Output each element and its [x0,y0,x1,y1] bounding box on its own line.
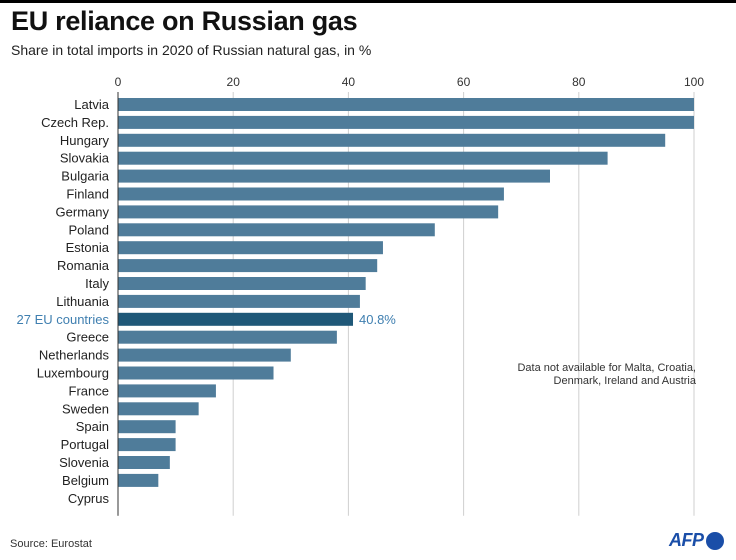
category-label: Netherlands [39,348,110,363]
x-tick-label: 0 [115,75,122,89]
category-label: Luxembourg [37,366,109,381]
category-label: Italy [85,276,109,291]
bar [118,151,608,165]
bar [118,402,199,416]
bar [118,241,383,255]
bar [118,133,666,147]
category-label: Slovenia [59,455,110,470]
x-tick-label: 100 [684,75,704,89]
category-label: 27 EU countries [17,312,110,327]
afp-logo-text: AFP [669,530,704,550]
category-label: Hungary [60,133,110,148]
bar [118,259,378,273]
category-label: Estonia [66,240,110,255]
category-label: Sweden [62,401,109,416]
bar [118,312,354,326]
bar [118,366,274,380]
bar [118,384,216,398]
category-label: Slovakia [60,151,110,166]
category-label: Spain [76,419,109,434]
bar [118,456,170,469]
chart-title: EU reliance on Russian gas [11,6,358,36]
chart-subtitle: Share in total imports in 2020 of Russia… [11,42,372,58]
category-label: Finland [66,187,109,202]
x-tick-label: 80 [572,75,586,89]
bar [118,115,694,129]
category-label: Cyprus [68,491,110,506]
afp-logo: AFP [669,530,724,551]
category-label: Bulgaria [61,169,109,184]
category-label: Germany [56,204,110,219]
data-label: 40.8% [359,312,396,327]
bar [118,438,176,452]
availability-note: Data not available for Malta, Croatia, D… [517,362,696,387]
bar [118,277,366,290]
category-label: France [69,383,109,398]
x-tick-label: 60 [457,75,471,89]
afp-logo-dot [705,531,724,550]
bar [118,205,499,219]
bar [118,98,694,111]
category-label: Latvia [74,97,109,112]
category-label: Greece [66,330,109,345]
bar [118,473,159,487]
bar [118,330,337,344]
x-tick-label: 40 [342,75,356,89]
category-label: Romania [57,258,110,273]
category-label: Poland [69,222,109,237]
bar [118,294,360,308]
category-label: Czech Rep. [41,115,109,130]
category-label: Portugal [61,437,110,452]
bar [118,169,550,183]
category-label: Belgium [62,473,109,488]
top-rule [0,0,736,3]
category-label: Lithuania [56,294,110,309]
x-tick-label: 20 [227,75,241,89]
bar [118,348,291,362]
bar [118,187,504,201]
bar [118,420,176,434]
source-label: Source: Eurostat [10,538,92,550]
bar [118,223,435,237]
